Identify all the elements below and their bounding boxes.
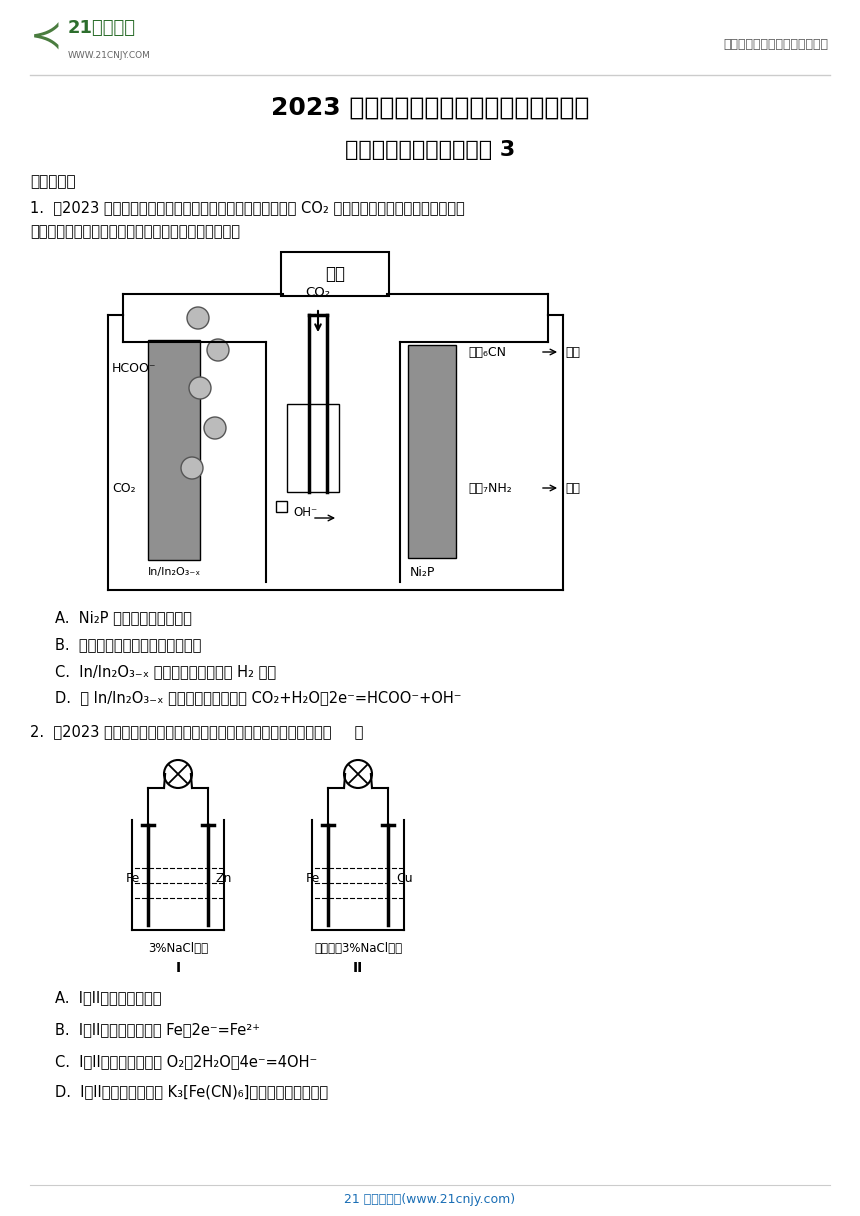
Text: HCOO⁻: HCOO⁻ bbox=[112, 361, 157, 375]
Text: 辛胺: 辛胺 bbox=[565, 482, 580, 495]
FancyBboxPatch shape bbox=[281, 252, 389, 295]
Bar bbox=[148, 340, 200, 561]
Text: Ni₂P: Ni₂P bbox=[410, 567, 435, 580]
Text: A.  Ni₂P 电极与电源负极相连: A. Ni₂P 电极与电源负极相连 bbox=[55, 610, 192, 625]
Text: 高选择性合成，装置工作原理如图。下列说法正确的是: 高选择性合成，装置工作原理如图。下列说法正确的是 bbox=[30, 225, 240, 240]
Bar bbox=[287, 404, 339, 492]
Circle shape bbox=[181, 457, 203, 479]
Text: WWW.21CNJY.COM: WWW.21CNJY.COM bbox=[68, 51, 150, 60]
Text: 化学反应与电能章节综合 3: 化学反应与电能章节综合 3 bbox=[345, 140, 515, 161]
Text: II: II bbox=[353, 961, 363, 975]
Text: ～～₇NH₂: ～～₇NH₂ bbox=[468, 482, 512, 495]
Text: A.  I和II中正极均被保护: A. I和II中正极均被保护 bbox=[55, 991, 162, 1006]
Text: 21 世纪教育网(www.21cnjy.com): 21 世纪教育网(www.21cnjy.com) bbox=[345, 1193, 515, 1206]
Text: CO₂: CO₂ bbox=[305, 286, 330, 298]
Text: In/In₂O₃₋ₓ: In/In₂O₃₋ₓ bbox=[148, 567, 201, 578]
Text: C.  I和II中正极反应均是 O₂＋2H₂O＋4e⁻=4OH⁻: C. I和II中正极反应均是 O₂＋2H₂O＋4e⁻=4OH⁻ bbox=[55, 1054, 317, 1070]
Text: D.  在 In/In₂O₃₋ₓ 电极上发生的反应为 CO₂+H₂O－2e⁻=HCOO⁻+OH⁻: D. 在 In/In₂O₃₋ₓ 电极上发生的反应为 CO₂+H₂O－2e⁻=HC… bbox=[55, 691, 462, 705]
Text: 辛腈: 辛腈 bbox=[565, 345, 580, 359]
Circle shape bbox=[204, 417, 226, 439]
Text: CO₂: CO₂ bbox=[112, 482, 136, 495]
Text: B.  辛胺转化为辛腈发生了还原反应: B. 辛胺转化为辛腈发生了还原反应 bbox=[55, 637, 201, 653]
Text: OH⁻: OH⁻ bbox=[293, 507, 317, 519]
Text: B.  I和II中负极反应均是 Fe－2e⁻=Fe²⁺: B. I和II中负极反应均是 Fe－2e⁻=Fe²⁺ bbox=[55, 1023, 260, 1037]
Text: I: I bbox=[175, 961, 181, 975]
Circle shape bbox=[187, 306, 209, 330]
Text: 电源: 电源 bbox=[325, 265, 345, 283]
Text: 21世纪教育: 21世纪教育 bbox=[68, 19, 136, 36]
Circle shape bbox=[164, 760, 192, 788]
Circle shape bbox=[189, 377, 211, 399]
Text: ～～₆CN: ～～₆CN bbox=[468, 345, 506, 359]
Text: 2023 北京重点校高二（上）期中化学汇编: 2023 北京重点校高二（上）期中化学汇编 bbox=[271, 96, 589, 120]
Text: C.  In/In₂O₃₋ₓ 电极上可能有副产物 H₂ 生成: C. In/In₂O₃₋ₓ 电极上可能有副产物 H₂ 生成 bbox=[55, 664, 276, 680]
Text: 中小学教育资源及组卷应用平台: 中小学教育资源及组卷应用平台 bbox=[723, 39, 828, 51]
Text: 1.  （2023 北京海淀高二上期中）近期，天津大学化学团队以 CO₂ 与辛胺为原料实现了甲酸和辛腈的: 1. （2023 北京海淀高二上期中）近期，天津大学化学团队以 CO₂ 与辛胺为… bbox=[30, 201, 464, 215]
Circle shape bbox=[207, 339, 229, 361]
Text: ≺: ≺ bbox=[30, 19, 63, 57]
Text: 经酸化的3%NaCl溶液: 经酸化的3%NaCl溶液 bbox=[314, 941, 402, 955]
Bar bbox=[276, 501, 287, 512]
Bar bbox=[408, 345, 456, 558]
Text: Cu: Cu bbox=[396, 872, 413, 884]
Text: 一、单选题: 一、单选题 bbox=[30, 175, 76, 190]
Text: Fe: Fe bbox=[306, 872, 320, 884]
Text: Fe: Fe bbox=[126, 872, 140, 884]
Text: D.  I和II中分别加入少量 K₃[Fe(CN)₆]溶液，均有蓝色沉淀: D. I和II中分别加入少量 K₃[Fe(CN)₆]溶液，均有蓝色沉淀 bbox=[55, 1085, 329, 1099]
Text: 2.  （2023 北京四中高二上期中）结合下图判断，下列叙述正确的是（     ）: 2. （2023 北京四中高二上期中）结合下图判断，下列叙述正确的是（ ） bbox=[30, 725, 364, 739]
Text: Zn: Zn bbox=[216, 872, 232, 884]
Circle shape bbox=[344, 760, 372, 788]
Text: 3%NaCl溶液: 3%NaCl溶液 bbox=[148, 941, 208, 955]
